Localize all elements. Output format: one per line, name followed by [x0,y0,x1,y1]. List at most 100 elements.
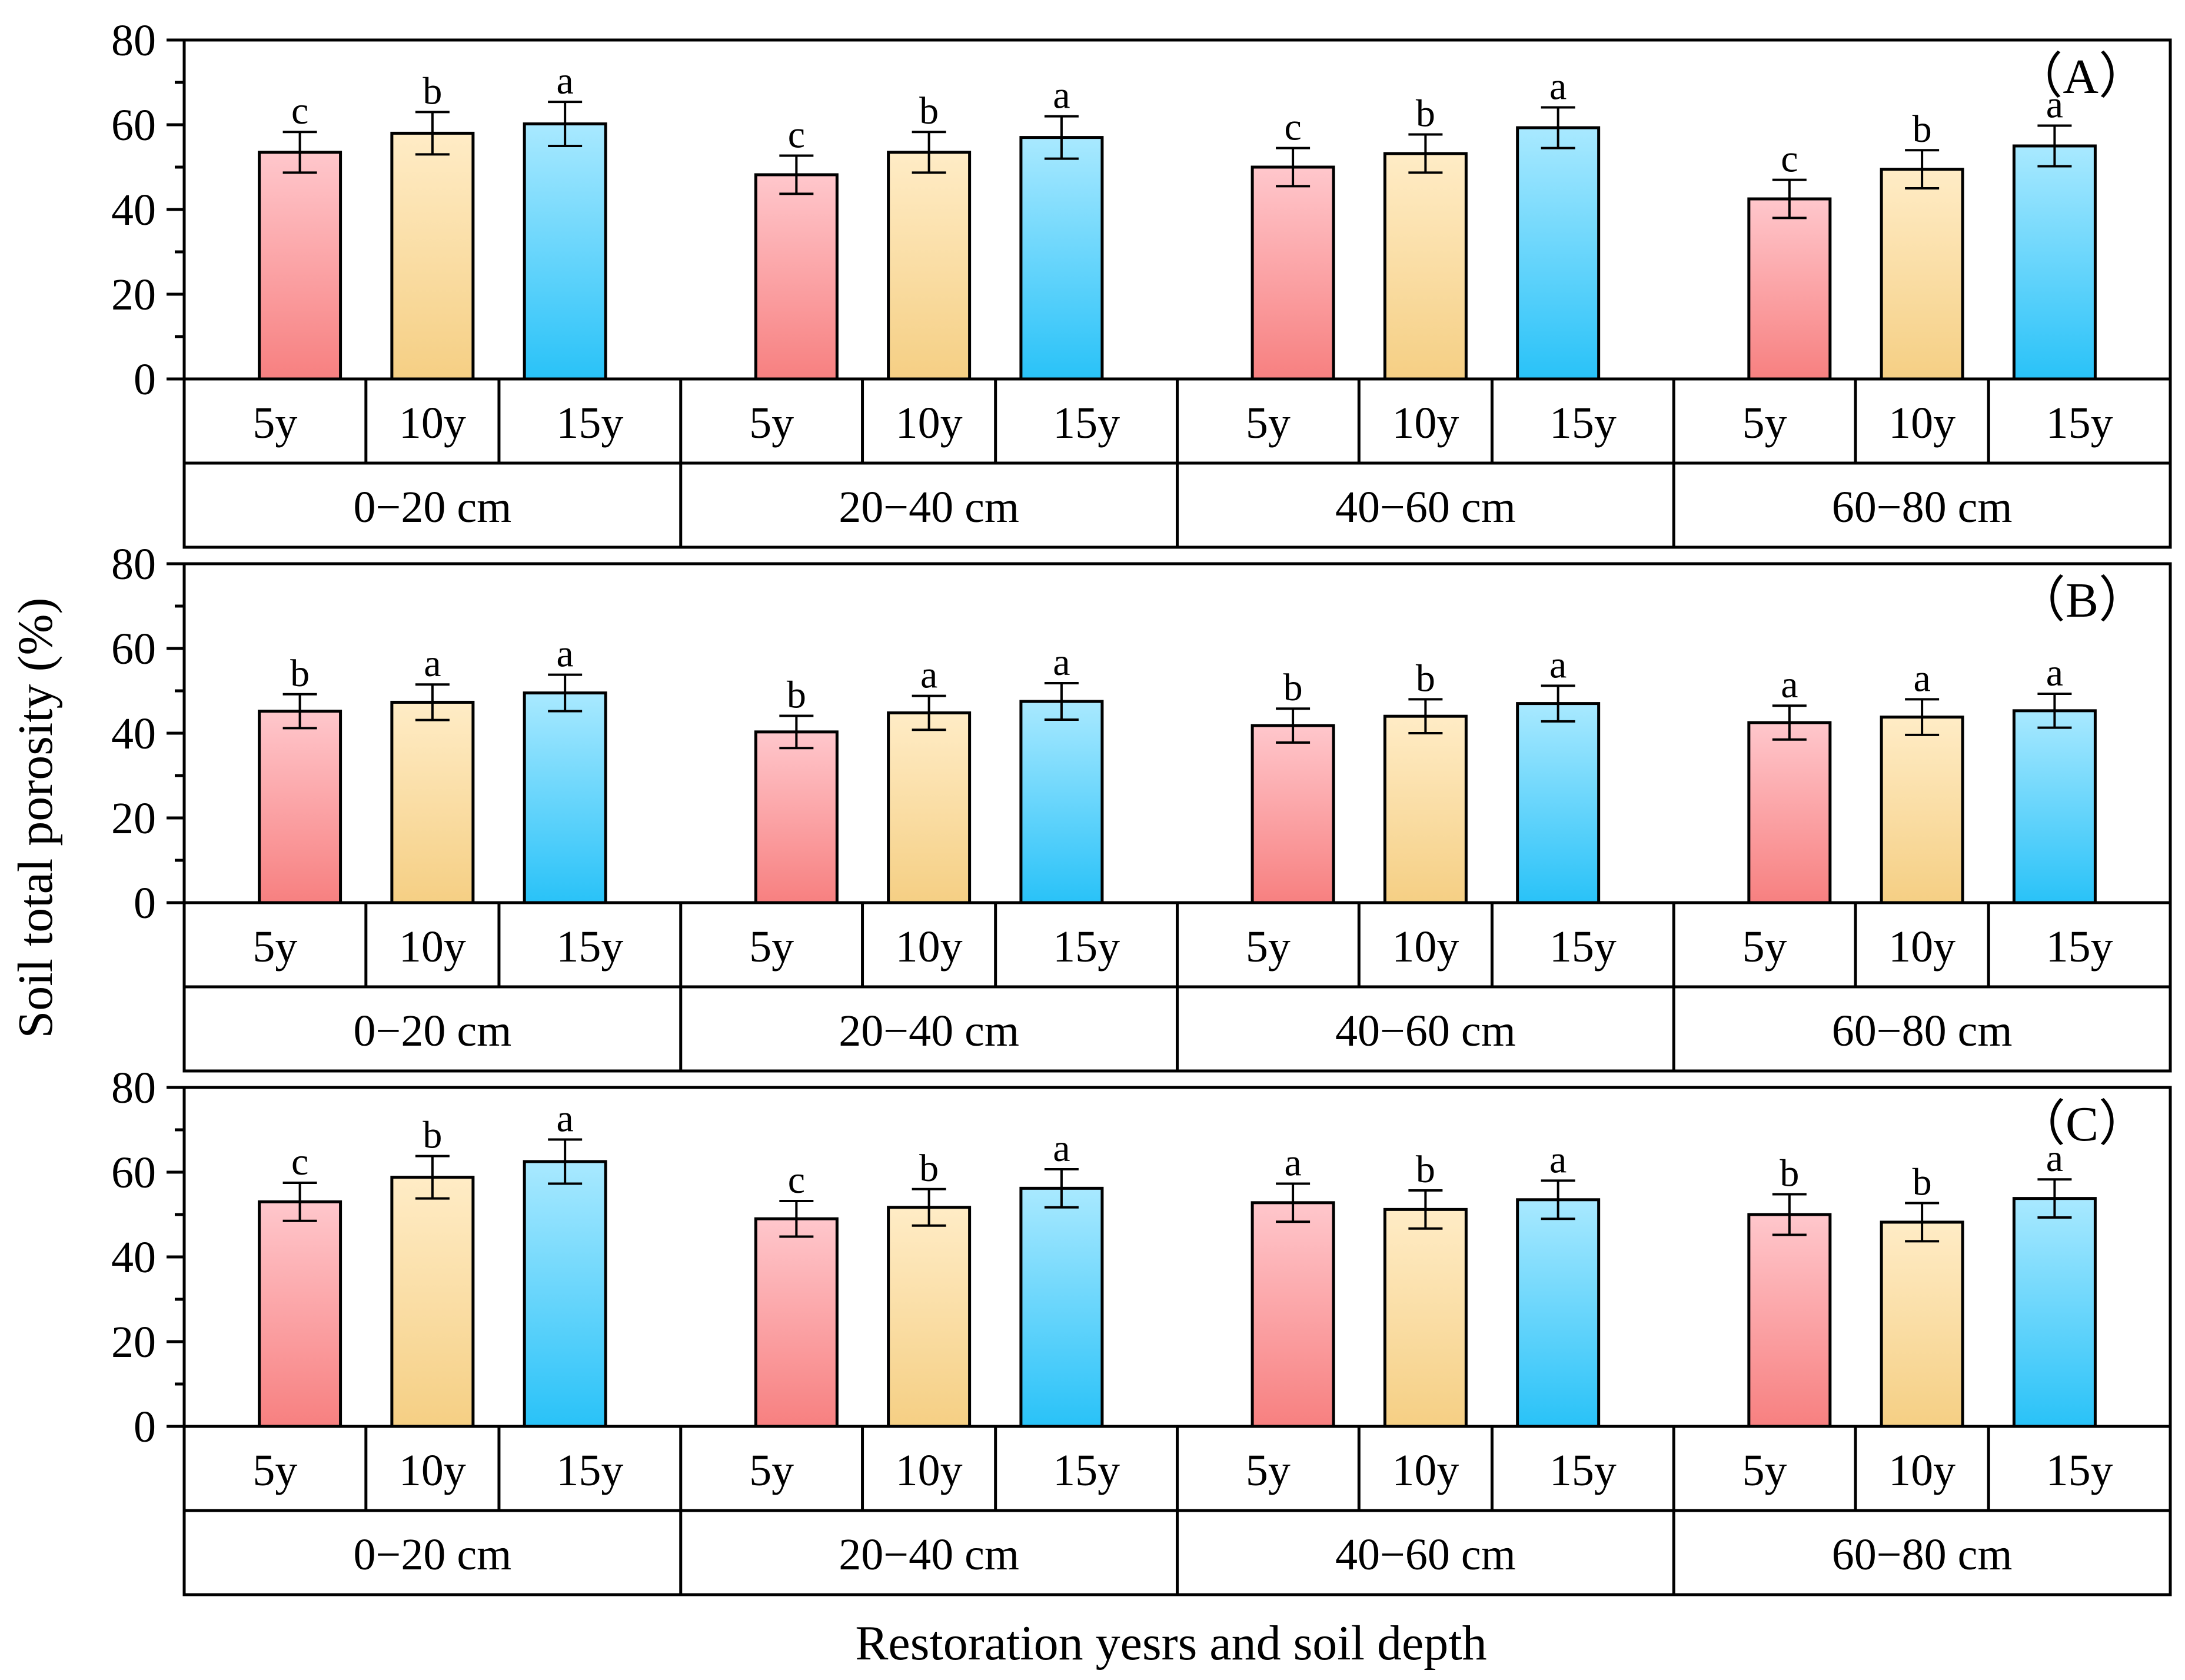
depth-label: 60−80 cm [1832,483,2013,532]
bar-10y [1880,716,1964,904]
y-tick-label: 60 [111,101,156,150]
year-label: 15y [556,398,623,448]
year-label: 5y [252,398,297,448]
significance-letter: a [1053,641,1070,684]
bar-5y [754,730,839,904]
y-tick-label: 0 [134,355,156,404]
y-tick-label: 20 [111,1318,156,1367]
bar-10y [1880,1220,1964,1428]
significance-letter: b [1780,1152,1799,1195]
bar-15y [1516,126,1601,381]
bar-5y [258,1200,342,1428]
bar-15y [1516,702,1601,904]
bar-15y [2012,709,2097,904]
bar-15y [1019,1186,1104,1428]
bar-10y [1383,714,1468,904]
bar-10y [390,131,475,381]
year-label: 5y [749,1446,794,1495]
year-label: 10y [399,1446,466,1495]
year-label: 10y [1888,398,1955,448]
year-label: 15y [1053,398,1120,448]
significance-letter: b [919,1147,939,1190]
bar-15y [2012,1197,2097,1428]
bar-15y [2012,144,2097,381]
bar-5y [258,710,342,904]
y-tick-label: 0 [134,1402,156,1452]
bar-5y [258,151,342,381]
year-label: 10y [896,398,963,448]
significance-letter: b [919,89,939,132]
significance-letter: b [1913,1161,1932,1204]
bar-5y [1251,724,1335,904]
depth-label: 0−20 cm [354,1006,512,1056]
significance-letter: b [1416,657,1435,700]
year-label: 10y [1392,922,1459,972]
bar-10y [1383,1207,1468,1428]
year-label: 10y [896,922,963,972]
y-tick-label: 80 [111,540,156,589]
y-tick-label: 60 [111,624,156,674]
significance-letter: a [557,59,574,102]
bar-10y [1383,152,1468,381]
significance-letter: a [2046,1137,2063,1180]
year-label: 5y [252,1446,297,1495]
year-label: 15y [556,922,623,972]
bar-5y [1747,1213,1832,1428]
significance-letter: b [1416,1148,1435,1191]
year-label: 10y [896,1446,963,1495]
y-tick-label: 0 [134,879,156,928]
year-label: 15y [1549,1446,1617,1495]
depth-label: 20−40 cm [839,1530,1019,1579]
panel-b: 0 20 40 60 80 （B） 0−20 cm 5y b 10y a 15y a 20−40 cm 5y… [111,540,2172,1073]
significance-letter: a [1549,643,1567,686]
year-label: 15y [2046,1446,2113,1495]
depth-label: 20−40 cm [839,483,1019,532]
year-label: 10y [1888,922,1955,972]
year-label: 5y [1742,922,1787,972]
bar-10y [1880,168,1964,381]
bar-15y [523,691,607,904]
year-label: 10y [1392,1446,1459,1495]
bar-5y [754,173,839,381]
significance-letter: b [423,1114,442,1157]
chart-panels: 0 20 40 60 80 （A） 0−20 cm 5y c 10y b 15y a 20−40 cm 5y… [111,16,2172,1596]
significance-letter: c [1781,138,1798,181]
y-tick-label: 80 [111,16,156,65]
significance-letter: a [1284,1141,1301,1184]
y-tick-label: 40 [111,709,156,759]
bar-10y [887,711,972,904]
bar-10y [887,1206,972,1428]
bar-10y [887,151,972,381]
y-tick-label: 40 [111,185,156,235]
year-label: 15y [1549,398,1617,448]
bar-5y [1747,197,1832,381]
year-label: 15y [1053,1446,1120,1495]
depth-label: 60−80 cm [1832,1006,2013,1056]
year-label: 10y [1392,398,1459,448]
panel-a: 0 20 40 60 80 （A） 0−20 cm 5y c 10y b 15y a 20−40 cm 5y… [111,16,2172,549]
bar-10y [390,700,475,904]
significance-letter: c [291,89,308,132]
significance-letter: a [557,633,574,676]
y-tick-label: 20 [111,794,156,843]
x-axis-title: Restoration yesrs and soil depth [855,1616,1486,1671]
y-tick-label: 80 [111,1063,156,1113]
significance-letter: b [1913,108,1932,151]
depth-label: 20−40 cm [839,1006,1019,1056]
significance-letter: a [1781,663,1798,706]
panel-label: （B） [2016,573,2148,628]
depth-label: 40−60 cm [1335,1006,1516,1056]
significance-letter: b [290,652,310,695]
y-axis-title: Soil total porosity (%) [8,598,63,1039]
bar-15y [1516,1198,1601,1428]
depth-label: 40−60 cm [1335,483,1516,532]
significance-letter: a [1549,65,1567,108]
year-label: 5y [1246,398,1291,448]
significance-letter: a [1053,74,1070,117]
y-tick-label: 40 [111,1233,156,1282]
significance-letter: c [1284,106,1301,149]
significance-letter: a [1913,657,1930,700]
panel-label: （A） [2013,49,2148,104]
bar-5y [754,1217,839,1428]
